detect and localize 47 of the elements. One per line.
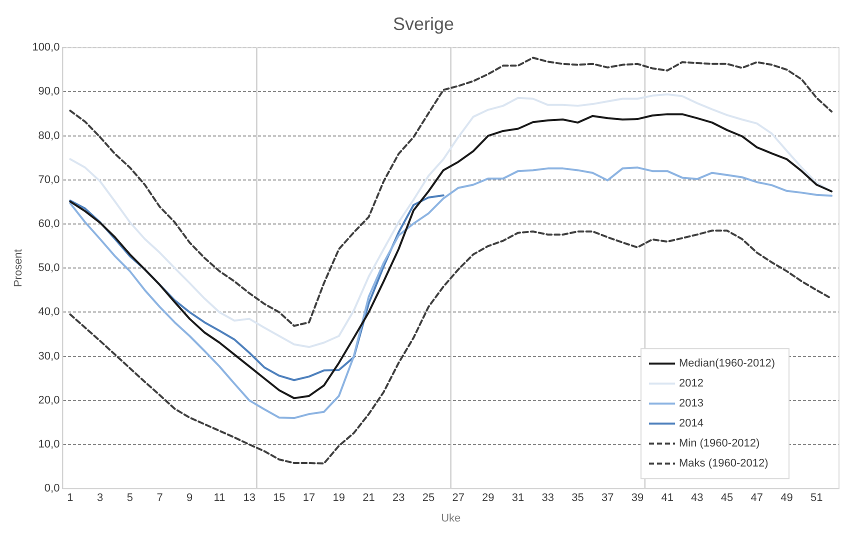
x-tick-label: 29: [482, 492, 494, 504]
x-tick-label: 17: [302, 492, 316, 504]
x-tick-label: 13: [243, 492, 256, 504]
x-tick-label: 21: [362, 492, 375, 504]
x-tick-label: 45: [720, 492, 734, 504]
y-tick-label: 60,0: [38, 218, 60, 230]
legend-label: Median(1960-2012): [678, 358, 776, 370]
x-tick-label: 39: [631, 492, 644, 504]
y-tick-label: 20,0: [38, 394, 60, 406]
x-tick-label: 35: [572, 492, 584, 504]
x-tick-label: 41: [661, 492, 674, 504]
y-tick-label: 40,0: [38, 306, 60, 318]
x-tick-label: 11: [214, 492, 226, 504]
y-axis-title: Prosent: [12, 249, 25, 288]
x-tick-label: 43: [691, 492, 704, 504]
x-tick-label: 31: [512, 492, 524, 504]
y-tick-label: 90,0: [38, 86, 60, 98]
y-tick-label: 0,0: [44, 482, 60, 495]
legend-label: 2014: [678, 418, 704, 430]
line-series: [69, 56, 833, 327]
legend-label: Maks (1960-2012): [678, 458, 768, 470]
x-tick-label: 25: [422, 492, 435, 504]
x-tick-label: 5: [126, 492, 133, 504]
x-tick-label: 9: [186, 492, 193, 504]
legend-label: 2012: [678, 378, 704, 390]
x-tick-label: 49: [780, 492, 793, 504]
x-tick-label: 1: [67, 492, 74, 504]
x-tick-label: 19: [332, 492, 346, 504]
x-tick-label: 7: [156, 492, 163, 504]
x-tick-label: 3: [96, 492, 104, 504]
chart-title: Sverige: [392, 14, 454, 34]
legend-label: 2013: [678, 398, 704, 410]
legend-label: Min (1960-2012): [678, 438, 760, 450]
x-tick-label: 33: [542, 492, 554, 504]
x-tick-label: 37: [601, 492, 614, 504]
y-tick-label: 10,0: [38, 438, 60, 451]
y-tick-label: 80,0: [38, 130, 60, 142]
x-tick-label: 23: [392, 492, 405, 504]
y-tick-label: 30,0: [38, 350, 60, 362]
x-tick-label: 15: [273, 492, 286, 504]
y-tick-label: 50,0: [38, 262, 60, 274]
y-tick-label: 100,0: [32, 42, 60, 54]
x-tick-label: 51: [810, 492, 823, 504]
x-tick-label: 27: [452, 492, 464, 504]
x-tick-label: 47: [750, 492, 764, 504]
x-axis-title: Uke: [441, 512, 461, 524]
y-tick-label: 70,0: [38, 174, 60, 186]
